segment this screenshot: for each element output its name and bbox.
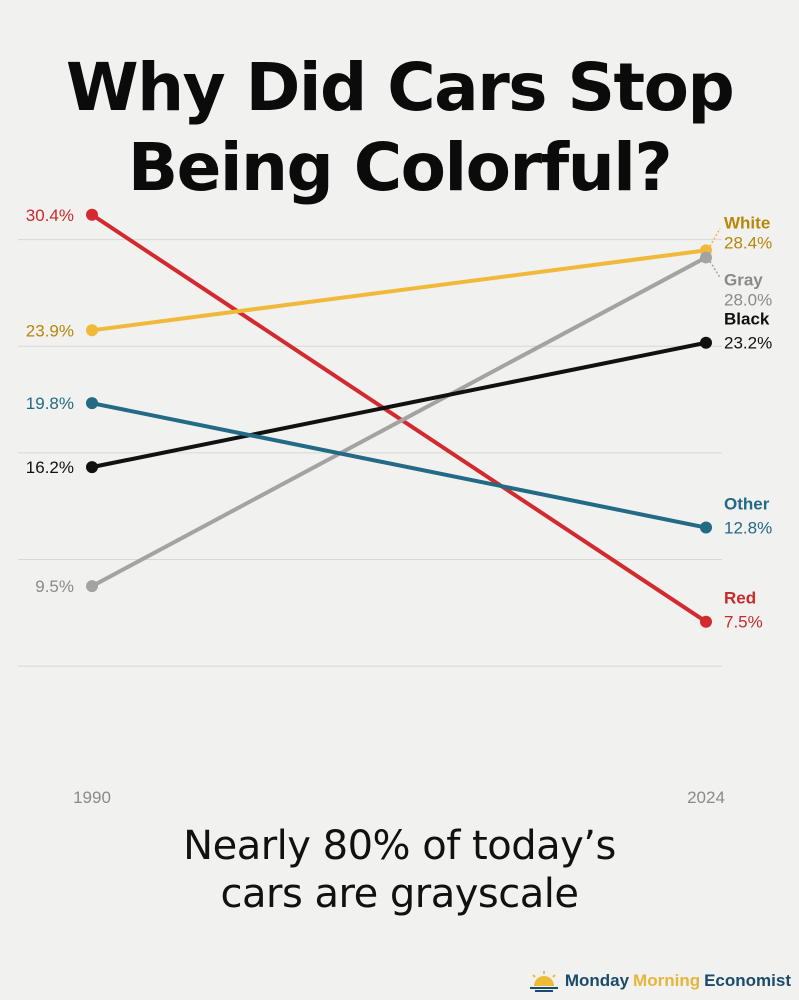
point-white-1990 <box>86 324 98 337</box>
leader-white <box>709 227 721 247</box>
sunrise-icon <box>529 971 558 992</box>
data-label-other-2024: 12.8% <box>724 519 772 538</box>
line-chart: 1990 2024 30.4% 23.9% 9.5% 16.2% 19.8% Red 7.5% W… <box>18 206 772 807</box>
point-red-1990 <box>86 208 98 221</box>
chart-subtitle: Nearly 80% of today’s cars are grayscale <box>0 822 799 918</box>
series-line-white <box>90 248 708 333</box>
data-label-gray-2024: 28.0% <box>724 290 772 309</box>
data-label-white-1990: 23.9% <box>26 321 74 340</box>
series-line-gray <box>90 255 708 589</box>
brand-word-3: Economist <box>704 971 791 990</box>
series-name-gray: Gray <box>724 270 763 289</box>
data-label-red-2024: 7.5% <box>724 613 763 632</box>
point-black-1990 <box>86 461 98 474</box>
series-name-red: Red <box>724 589 756 608</box>
x-tick-label-1990: 1990 <box>73 788 111 807</box>
title-line-1: Why Did Cars Stop <box>65 49 735 126</box>
data-label-black-1990: 16.2% <box>26 458 74 477</box>
point-black-2024 <box>700 336 712 349</box>
series-line-black <box>90 340 708 470</box>
series-line-other <box>90 401 708 530</box>
brand-word-2: Morning <box>633 971 701 990</box>
series-line-red <box>90 212 708 624</box>
brand-logo: Monday Morning Economist <box>529 970 791 992</box>
title-line-2: Being Colorful? <box>127 129 673 206</box>
brand-word-1: Monday <box>564 971 630 990</box>
point-gray-1990 <box>86 580 98 593</box>
point-other-2024 <box>700 521 712 534</box>
subtitle-line-1: Nearly 80% of today’s <box>183 823 616 869</box>
point-other-1990 <box>86 397 98 410</box>
data-label-red-1990: 30.4% <box>26 206 74 225</box>
data-label-gray-1990: 9.5% <box>35 577 74 596</box>
series-name-white: White <box>724 213 770 232</box>
point-gray-2024 <box>700 251 712 264</box>
subtitle-line-2: cars are grayscale <box>220 871 580 917</box>
data-label-black-2024: 23.2% <box>724 334 772 353</box>
data-label-other-1990: 19.8% <box>26 394 74 413</box>
leader-gray <box>709 261 721 278</box>
x-tick-label-2024: 2024 <box>687 788 725 807</box>
series-name-other: Other <box>724 495 770 514</box>
page-title: Why Did Cars Stop Being Colorful? <box>0 48 799 208</box>
point-red-2024 <box>700 615 712 628</box>
series-name-black: Black <box>724 310 770 329</box>
data-label-white-2024: 28.4% <box>724 233 772 252</box>
